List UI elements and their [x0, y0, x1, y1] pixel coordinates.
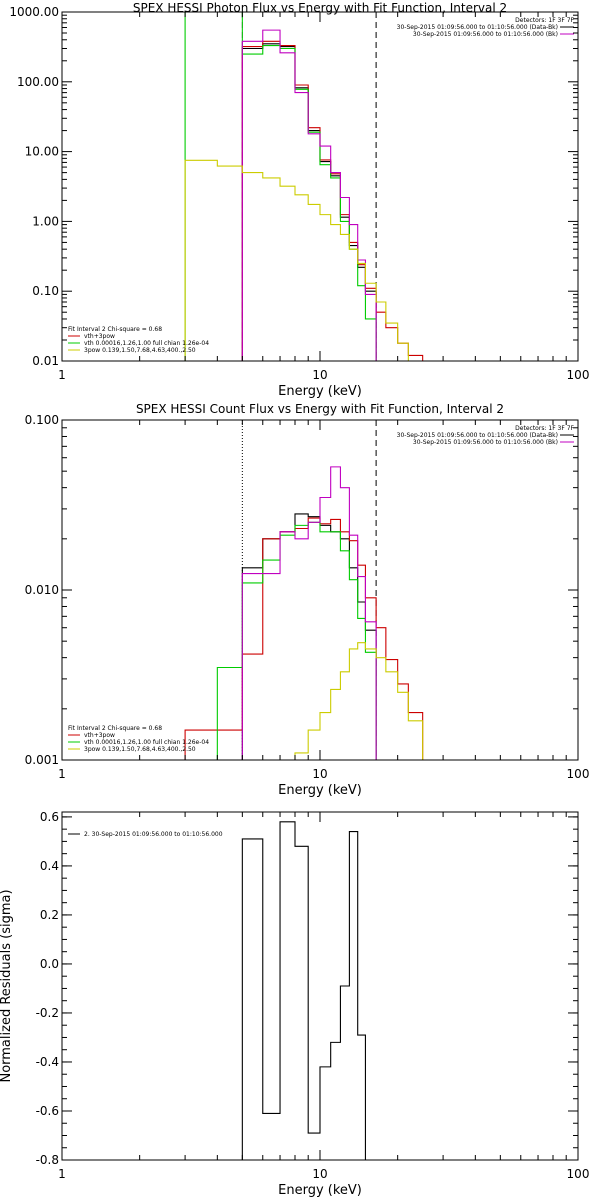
plot-frame — [61, 11, 579, 362]
legend-entry-label: 30-Sep-2015 01:09:56.000 to 01:10:56.000… — [413, 31, 558, 38]
series-group — [184, 12, 424, 361]
series-0-line — [241, 43, 377, 361]
legend-entry-label: 30-Sep-2015 01:09:56.000 to 01:10:56.000… — [397, 24, 558, 31]
fit-legend-label: 3pow 0.139,1.50,7.68,4.63,400.,2.50 — [84, 347, 196, 354]
y-tick-label: 0.001 — [25, 753, 59, 767]
fit-legend-header: Fit Interval 2 Chi-square = 0.68 — [68, 326, 162, 333]
x-tick-label: 1 — [58, 767, 66, 781]
series-3-line — [241, 466, 377, 760]
fit-legend-label: vth+3pow — [84, 333, 115, 340]
y-tick-label: -0.2 — [36, 1006, 59, 1020]
count-flux-panel: SPEX HESSI Count Flux vs Energy with Fit… — [25, 402, 590, 798]
series-0-line — [241, 821, 366, 1160]
y-tick-label: 0.01 — [32, 354, 59, 368]
y-tick-label: 10.00 — [25, 145, 59, 159]
x-tick-label: 10 — [312, 1167, 327, 1181]
y-tick-label: 0.6 — [40, 810, 59, 824]
y-tick-label: 0.100 — [25, 413, 59, 427]
x-tick-label: 1 — [58, 368, 66, 382]
fit-legend-label: 3pow 0.139,1.50,7.68,4.63,400.,2.50 — [84, 746, 196, 753]
legend-header: Detectors: 1F 3F 7F — [515, 17, 574, 24]
y-tick-label: -0.6 — [36, 1104, 59, 1118]
y-tick-label: -0.8 — [36, 1153, 59, 1167]
y-tick-label: 0.4 — [40, 859, 59, 873]
y-tick-label: -0.4 — [36, 1055, 59, 1069]
chart-title: SPEX HESSI Count Flux vs Energy with Fit… — [136, 402, 504, 416]
fit-legend-header: Fit Interval 2 Chi-square = 0.68 — [68, 725, 162, 732]
x-axis-label: Energy (keV) — [278, 1183, 362, 1198]
series-1-line — [184, 517, 424, 760]
series-3-line — [241, 29, 377, 361]
x-tick-label: 100 — [567, 767, 590, 781]
plot-frame — [61, 419, 579, 761]
series-4-line — [294, 642, 424, 760]
x-tick-label: 1 — [58, 1167, 66, 1181]
y-tick-label: 0.010 — [25, 583, 59, 597]
fit-legend-label: vth 0.00016,1.26,1.00 full chian 1.26e-0… — [84, 739, 209, 746]
x-tick-label: 10 — [312, 368, 327, 382]
series-group — [241, 821, 366, 1160]
fit-legend-label: vth+3pow — [84, 732, 115, 739]
x-axis-label: Energy (keV) — [278, 783, 362, 798]
legend-entry-label: 30-Sep-2015 01:09:56.000 to 01:10:56.000… — [397, 432, 558, 439]
y-tick-label: 1.00 — [32, 214, 59, 228]
y-tick-label: 0.0 — [40, 957, 59, 971]
photon-flux-panel: SPEX HESSI Photon Flux vs Energy with Fi… — [9, 1, 589, 399]
series-1-line — [241, 40, 424, 361]
fit-legend-label: 2. 30-Sep-2015 01:09:56.000 to 01:10:56.… — [84, 831, 223, 838]
x-tick-label: 100 — [567, 1167, 590, 1181]
y-axis-label: Normalized Residuals (sigma) — [0, 889, 14, 1082]
series-2-line — [216, 521, 377, 760]
y-tick-label: 0.10 — [32, 284, 59, 298]
x-tick-label: 10 — [312, 767, 327, 781]
series-2-line — [184, 12, 377, 361]
series-4-line — [184, 159, 423, 361]
y-tick-label: 0.2 — [40, 908, 59, 922]
legend-entry-label: 30-Sep-2015 01:09:56.000 to 01:10:56.000… — [413, 439, 558, 446]
y-tick-label: 1000.00 — [9, 5, 59, 19]
residuals-panel: 1 10 100 Energy (keV) -0.8 -0.6 -0.4 -0.2 0.0 0.2… — [0, 810, 589, 1198]
y-tick-label: 100.00 — [17, 75, 59, 89]
legend-header: Detectors: 1F 3F 7F — [515, 425, 574, 432]
series-group — [184, 466, 424, 760]
fit-legend-label: vth 0.00016,1.26,1.00 full chian 1.26e-0… — [84, 340, 209, 347]
x-tick-label: 100 — [567, 368, 590, 382]
x-axis-label: Energy (keV) — [278, 384, 362, 399]
